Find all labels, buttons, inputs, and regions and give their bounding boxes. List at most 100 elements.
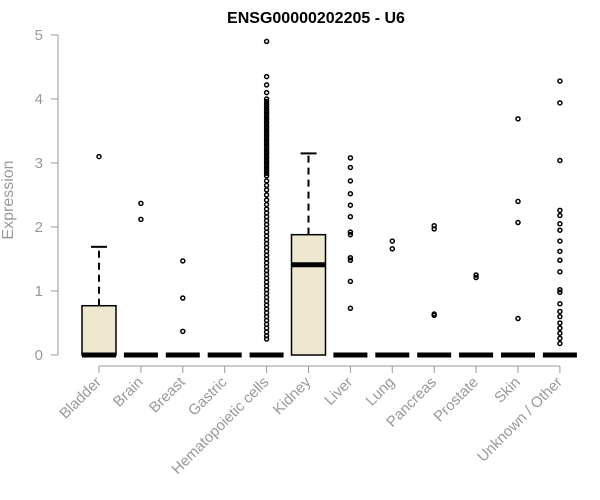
outlier-point [431, 222, 437, 229]
outlier-point [557, 269, 563, 275]
outlier-point [347, 214, 354, 220]
outlier-point [263, 109, 270, 115]
box-group [249, 38, 284, 358]
outlier-point [431, 226, 437, 232]
outlier-point [263, 73, 270, 80]
outlier-point [263, 82, 270, 88]
outlier-point [557, 212, 563, 219]
outlier-point [138, 200, 144, 207]
outlier-point [263, 38, 270, 45]
box-group [290, 152, 327, 356]
box-group [81, 153, 117, 358]
outlier-point [347, 190, 354, 197]
outlier-point [347, 178, 354, 184]
outlier-point [515, 315, 521, 322]
outlier-point [263, 147, 270, 153]
outlier-point [557, 301, 563, 307]
outlier-point [347, 229, 354, 235]
outlier-point [347, 164, 354, 171]
outlier-point [263, 165, 270, 171]
x-category-label: Lung [363, 374, 399, 410]
x-category-label: Kidney [270, 373, 315, 418]
outlier-point [263, 170, 270, 176]
outlier-point [263, 150, 270, 156]
outlier-point [557, 78, 563, 84]
box-group [417, 222, 452, 358]
outlier-point [263, 178, 270, 184]
outlier-point [557, 238, 563, 244]
outlier-point [347, 305, 354, 312]
outlier-point [263, 167, 270, 174]
box-group [333, 155, 368, 358]
outlier-point [263, 103, 270, 110]
outlier-point [431, 312, 437, 319]
outlier-point [347, 231, 354, 238]
outlier-point [263, 114, 270, 120]
outlier-point [263, 124, 270, 130]
outlier-point [263, 152, 270, 159]
outlier-point [263, 336, 270, 342]
plot-area [81, 38, 577, 358]
outlier-point [557, 308, 563, 315]
outlier-point [263, 116, 270, 123]
outlier-point [263, 144, 270, 151]
outlier-point [557, 289, 563, 296]
outlier-point [263, 121, 270, 128]
outlier-point [263, 142, 270, 148]
outlier-point [263, 192, 270, 198]
outlier-point [263, 129, 270, 136]
outlier-point [557, 330, 563, 336]
box-group [459, 272, 494, 358]
outlier-point [180, 328, 186, 335]
y-tick-label: 3 [35, 155, 43, 172]
chart-title: ENSG00000202205 - U6 [227, 10, 405, 27]
outlier-point [138, 216, 144, 223]
outlier-point [515, 198, 521, 205]
box-rect [290, 233, 327, 356]
outlier-point [263, 111, 270, 118]
outlier-point [557, 325, 563, 331]
y-tick-label: 0 [35, 347, 43, 364]
outlier-point [557, 207, 563, 214]
outlier-point [263, 132, 270, 138]
outlier-point [389, 238, 396, 244]
x-category-label: Skin [491, 374, 524, 407]
box-group [501, 116, 535, 358]
outlier-point [263, 160, 270, 166]
outlier-point [263, 201, 270, 208]
outlier-point [557, 257, 563, 264]
outlier-point [557, 320, 563, 326]
outlier-point [96, 153, 102, 160]
outlier-point [263, 101, 270, 107]
outlier-point [263, 137, 270, 143]
outlier-point [263, 197, 270, 203]
outlier-point [557, 286, 563, 293]
x-category-label: Breast [146, 373, 189, 416]
outlier-point [347, 155, 354, 161]
outlier-point [473, 272, 479, 278]
outlier-point [263, 119, 270, 125]
x-category-label: Brain [110, 374, 147, 411]
outlier-point [515, 219, 521, 226]
outlier-point [557, 340, 563, 347]
outlier-point [557, 248, 563, 255]
outlier-point [263, 187, 270, 193]
outlier-point [557, 221, 563, 227]
outlier-point [263, 96, 270, 102]
outlier-point [473, 274, 479, 281]
box-group [123, 200, 158, 358]
outlier-point [557, 100, 563, 106]
y-tick-label: 5 [35, 27, 43, 44]
outlier-point [347, 202, 354, 208]
y-axis-label: Expression [0, 160, 17, 239]
box-group [375, 238, 410, 358]
outlier-point [263, 157, 270, 164]
outlier-point [347, 278, 354, 285]
outlier-point [263, 162, 270, 169]
outlier-point [263, 106, 270, 112]
outlier-point [515, 116, 521, 122]
outlier-point [263, 139, 270, 146]
box-group [165, 258, 200, 358]
outlier-point [180, 258, 186, 264]
